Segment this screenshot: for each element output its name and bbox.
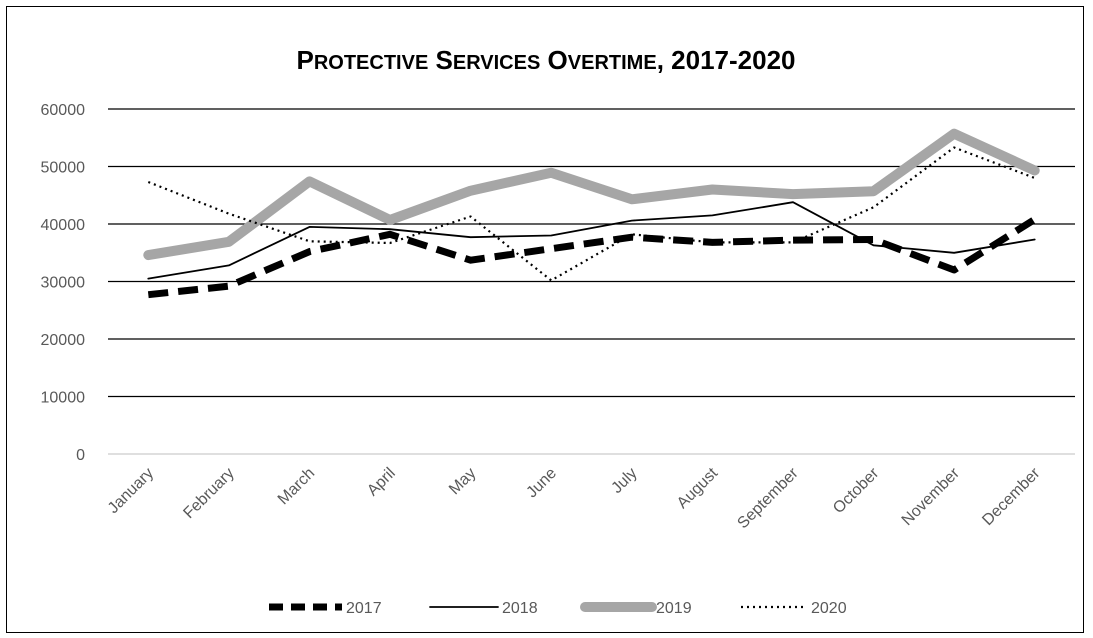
chart-title: PROTECTIVE SERVICES OVERTIME, 2017-2020: [296, 45, 795, 75]
line-chart: PROTECTIVE SERVICES OVERTIME, 2017-2020 …: [41, 45, 1075, 617]
x-category-label: January: [105, 465, 157, 517]
x-category-label: May: [446, 465, 479, 498]
x-category-label: July: [608, 465, 640, 497]
x-category-label: February: [180, 465, 237, 522]
legend-item-2020: 2020: [741, 600, 847, 617]
x-category-label: December: [979, 464, 1044, 529]
y-tick-label: 20000: [41, 332, 86, 349]
series-line-2017: [147, 216, 1037, 299]
y-axis-tick-labels: 0 10000 20000 30000 40000 50000 60000: [41, 102, 86, 464]
chart-frame: PROTECTIVE SERVICES OVERTIME, 2017-2020 …: [6, 6, 1084, 633]
y-tick-label: 30000: [41, 275, 86, 292]
legend-item-2017: 2017: [269, 600, 382, 617]
series-line-2018: [147, 201, 1036, 280]
legend-label: 2017: [346, 600, 382, 617]
y-tick-label: 10000: [41, 390, 86, 407]
x-category-label: November: [899, 464, 964, 529]
x-category-label: March: [275, 465, 318, 508]
x-category-label: August: [674, 464, 722, 512]
legend-label: 2018: [502, 600, 538, 617]
legend-item-2019: 2019: [580, 600, 692, 617]
y-tick-label: 50000: [41, 160, 86, 177]
y-tick-label: 0: [76, 447, 85, 464]
x-axis-category-labels: January February March April May June July Augu…: [105, 464, 1044, 532]
series-line-2019: [143, 128, 1040, 261]
legend-label: 2020: [811, 600, 847, 617]
x-category-label: April: [364, 465, 399, 500]
legend-label: 2019: [656, 600, 692, 617]
legend: 2017 2018 2019 2020: [269, 600, 847, 617]
series-line-2020: [147, 146, 1036, 282]
y-tick-label: 40000: [41, 217, 86, 234]
x-category-label: September: [734, 464, 802, 532]
legend-item-2018: 2018: [429, 600, 538, 617]
x-category-label: June: [523, 465, 560, 502]
y-tick-label: 60000: [41, 102, 86, 119]
x-category-label: October: [830, 464, 883, 517]
gridlines: [108, 108, 1075, 455]
series-lines: [143, 128, 1040, 299]
